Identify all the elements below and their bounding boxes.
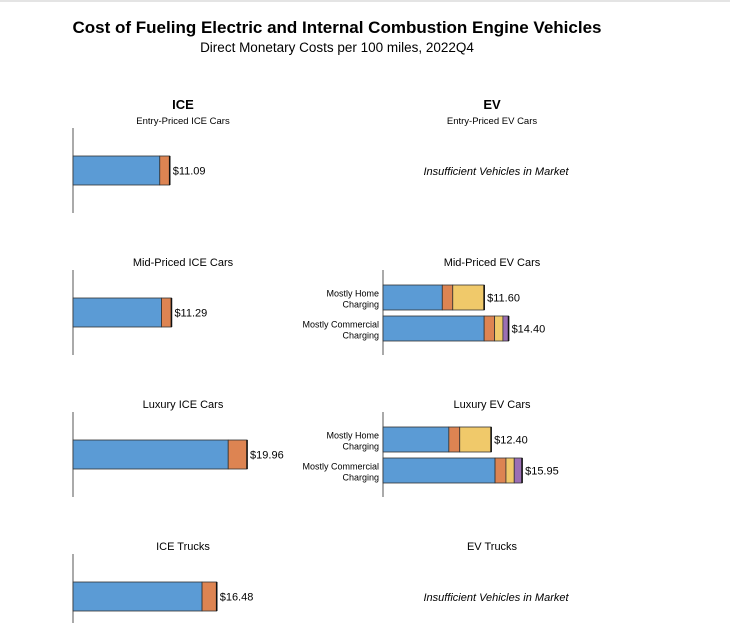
bar-segment-1 <box>382 284 443 311</box>
bar-segment-1 <box>382 315 485 342</box>
bar: $14.40 Mostly Commercial Charging <box>302 315 546 342</box>
bar-value-label: $15.95 <box>525 466 559 478</box>
chart-title: Cost of Fueling Electric and Internal Co… <box>73 18 602 37</box>
bar-segment-1 <box>72 297 162 328</box>
bar: $11.60 Mostly Home Charging <box>326 284 520 311</box>
insufficient-note: Insufficient Vehicles in Market <box>423 592 569 604</box>
bar: $11.29 <box>72 297 207 328</box>
bar-segment-2 <box>227 439 248 470</box>
bar-segment-1 <box>382 457 496 484</box>
ev-column-heading: EV <box>483 97 501 112</box>
bar-segment-2 <box>448 426 461 453</box>
bar: $11.09 <box>72 155 206 186</box>
chart-subtitle: Direct Monetary Costs per 100 miles, 202… <box>200 40 474 55</box>
bar-segment-4 <box>502 315 509 342</box>
top-border <box>0 0 730 2</box>
bar: $19.96 <box>72 439 284 470</box>
panel-1: $11.09 <box>72 128 206 213</box>
bar-segment-1 <box>382 426 450 453</box>
bar-segment-2 <box>161 297 172 328</box>
panel-7: ICE Trucks $16.48 <box>72 541 254 623</box>
bar-segment-2 <box>494 457 507 484</box>
bar-segment-3 <box>459 426 492 453</box>
bar-segment-1 <box>72 155 161 186</box>
bar-segment-3 <box>452 284 485 311</box>
ev-column-subheading: Entry-Priced EV Cars <box>447 116 538 127</box>
bar-segment-1 <box>72 581 203 612</box>
panel-3: Mid-Priced ICE Cars $11.29 <box>72 257 234 355</box>
bar-segment-2 <box>483 315 496 342</box>
bar-value-label: $19.96 <box>250 450 284 462</box>
bar-category-label: Mostly Commercial Charging <box>302 462 379 483</box>
panels-group: $11.09 Insufficient Vehicles in Market Mid… <box>72 128 569 623</box>
ice-column-heading: ICE <box>172 97 194 112</box>
panel-title: ICE Trucks <box>156 541 210 553</box>
bar-value-label: $11.29 <box>174 308 207 320</box>
panel-8: EV Trucks Insufficient Vehicles in Market <box>423 541 569 604</box>
panel-title: Mid-Priced EV Cars <box>444 257 541 269</box>
ice-column-subheading: Entry-Priced ICE Cars <box>136 116 230 127</box>
insufficient-note: Insufficient Vehicles in Market <box>423 166 569 178</box>
panel-4: Mid-Priced EV Cars $11.60 Mostly Home Charg… <box>302 257 545 355</box>
bar: $12.40 Mostly Home Charging <box>326 426 528 453</box>
bar-segment-2 <box>159 155 171 186</box>
panel-title: Luxury ICE Cars <box>143 399 224 411</box>
bar-value-label: $11.60 <box>487 293 520 305</box>
bar-category-label: Mostly Commercial Charging <box>302 320 379 341</box>
bar-segment-3 <box>494 315 504 342</box>
panel-title: Luxury EV Cars <box>453 399 531 411</box>
panel-title: Mid-Priced ICE Cars <box>133 257 234 269</box>
bar-value-label: $16.48 <box>220 592 254 604</box>
bar-category-label: Mostly Home Charging <box>326 289 379 310</box>
panel-title: EV Trucks <box>467 541 518 553</box>
bar-category-label: Mostly Home Charging <box>326 431 379 452</box>
bar-value-label: $11.09 <box>173 166 206 178</box>
bar-value-label: $12.40 <box>494 435 528 447</box>
bar-value-label: $14.40 <box>512 324 546 336</box>
bar-segment-4 <box>513 457 523 484</box>
bar-segment-3 <box>505 457 515 484</box>
bar: $15.95 Mostly Commercial Charging <box>302 457 559 484</box>
bar: $16.48 <box>72 581 254 612</box>
bar-segment-2 <box>441 284 454 311</box>
bar-segment-1 <box>72 439 229 470</box>
panel-5: Luxury ICE Cars $19.96 <box>72 399 284 497</box>
bar-segment-2 <box>201 581 218 612</box>
panel-2: Insufficient Vehicles in Market <box>423 166 569 178</box>
